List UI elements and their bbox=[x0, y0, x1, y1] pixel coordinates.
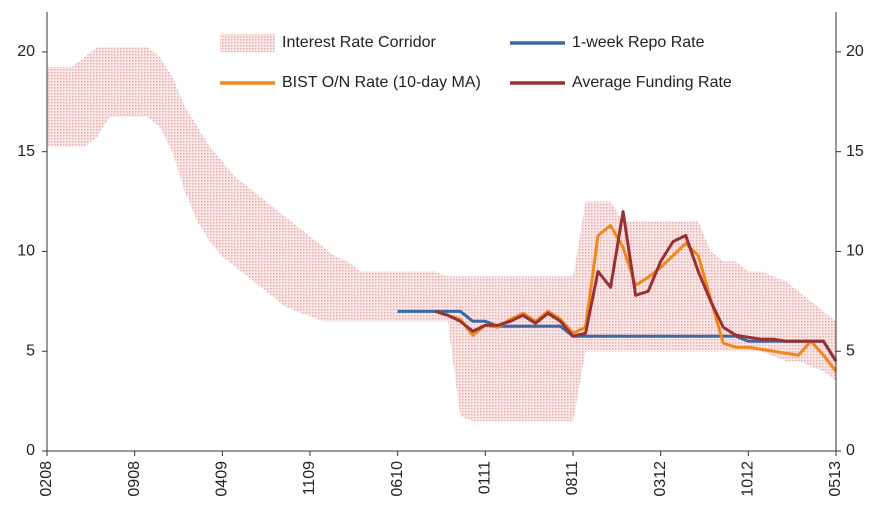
x-tick-label: 0811 bbox=[564, 461, 581, 496]
series-line bbox=[434, 210, 838, 363]
y2-tick-label: 5 bbox=[846, 342, 855, 359]
series-line bbox=[397, 309, 838, 363]
x-tick-label: 0908 bbox=[126, 461, 143, 497]
legend-label: BIST O/N Rate (10-day MA) bbox=[282, 74, 481, 91]
x-tick-label: 0111 bbox=[477, 461, 494, 494]
y2-tick-label: 15 bbox=[846, 143, 864, 160]
x-tick-label: 0312 bbox=[652, 461, 669, 497]
y-tick-label: 0 bbox=[26, 442, 35, 459]
legend-label: Average Funding Rate bbox=[572, 74, 732, 91]
x-tick-label: 0610 bbox=[389, 461, 406, 497]
y-tick-label: 15 bbox=[17, 143, 35, 160]
y2-tick-label: 0 bbox=[846, 442, 855, 459]
legend-swatch bbox=[220, 34, 275, 52]
x-tick-label: 1109 bbox=[301, 461, 318, 496]
y2-tick-label: 10 bbox=[846, 243, 864, 260]
legend-label: Interest Rate Corridor bbox=[282, 34, 437, 51]
x-tick-label: 1012 bbox=[740, 461, 757, 497]
legend-label: 1-week Repo Rate bbox=[572, 34, 705, 51]
corridor-band bbox=[47, 46, 836, 422]
y-tick-label: 10 bbox=[17, 243, 35, 260]
y2-tick-label: 20 bbox=[846, 43, 864, 60]
y-tick-label: 5 bbox=[26, 342, 35, 359]
x-tick-label: 0409 bbox=[214, 461, 231, 497]
y-tick-label: 20 bbox=[17, 43, 35, 60]
x-tick-label: 0513 bbox=[827, 461, 844, 497]
x-tick-label: 0208 bbox=[38, 461, 55, 497]
